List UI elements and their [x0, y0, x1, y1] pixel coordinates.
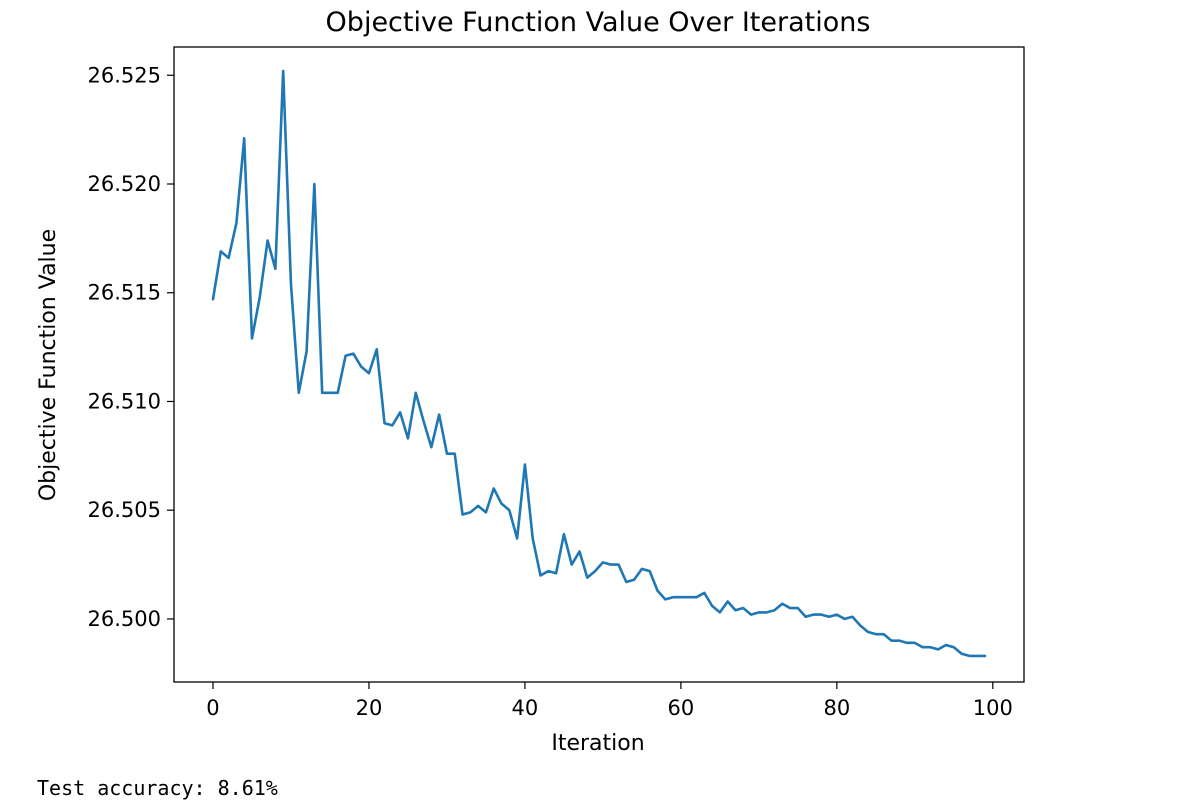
y-tick-label: 26.520	[88, 172, 161, 196]
x-axis: 0 20 40 60 80 100	[206, 682, 1013, 720]
chart-title: Objective Function Value Over Iterations	[326, 7, 871, 38]
y-tick-label: 26.500	[88, 607, 161, 631]
y-axis: 26.500 26.505 26.510 26.515 26.520 26.525	[88, 63, 174, 631]
series-line-0	[211, 69, 987, 658]
x-tick-label: 40	[512, 696, 539, 720]
x-tick-label: 0	[206, 696, 219, 720]
y-tick-label: 26.515	[88, 281, 161, 305]
plot-area	[211, 69, 987, 658]
plot-frame	[173, 46, 1025, 683]
x-tick-label: 20	[356, 696, 383, 720]
y-tick-label: 26.525	[88, 63, 161, 87]
x-tick-label: 60	[668, 696, 695, 720]
x-axis-label: Iteration	[551, 731, 644, 756]
line-chart: Objective Function Value Over Iterations…	[36, 7, 1025, 756]
y-axis-label: Objective Function Value	[36, 229, 61, 501]
x-tick-label: 80	[823, 696, 850, 720]
y-tick-label: 26.510	[88, 389, 161, 413]
y-tick-label: 26.505	[88, 498, 161, 522]
x-tick-label: 100	[973, 696, 1013, 720]
test-accuracy-output: Test accuracy: 8.61%	[37, 776, 278, 800]
